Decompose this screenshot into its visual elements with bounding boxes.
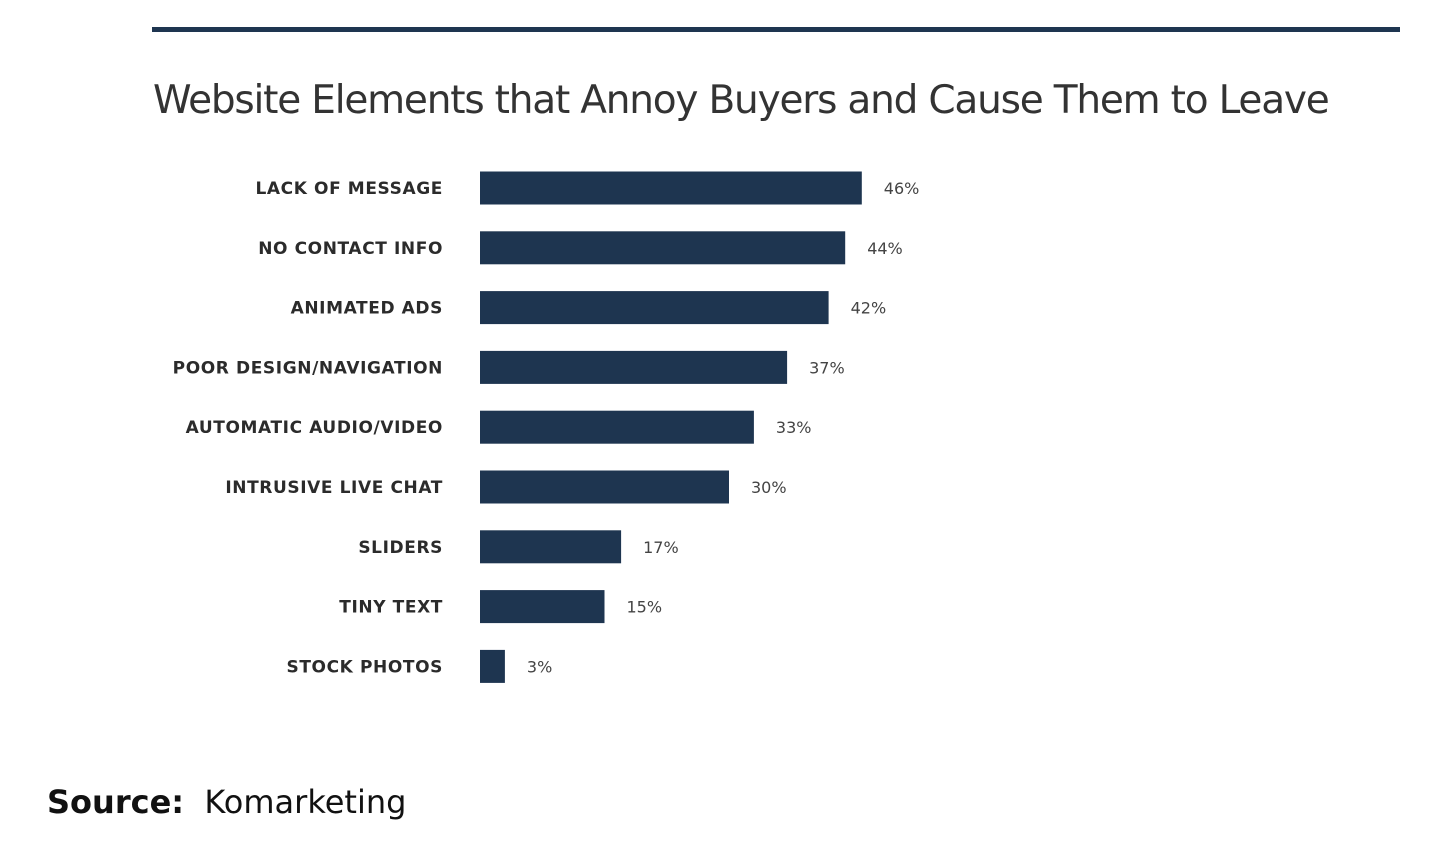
category-label: POOR DESIGN/NAVIGATION <box>173 358 443 378</box>
bar <box>480 171 862 205</box>
value-label: 30% <box>751 478 787 497</box>
value-label: 37% <box>809 358 845 377</box>
category-label: LACK OF MESSAGE <box>255 179 443 199</box>
category-label: STOCK PHOTOS <box>287 657 444 677</box>
source-value: Komarketing <box>204 783 407 821</box>
top-rule <box>152 27 1400 32</box>
value-label: 33% <box>776 418 812 437</box>
category-label: INTRUSIVE LIVE CHAT <box>225 478 443 498</box>
source-label: Source: <box>47 783 185 821</box>
category-label: NO CONTACT INFO <box>258 239 443 259</box>
chart-title: Website Elements that Annoy Buyers and C… <box>153 78 1330 123</box>
value-label: 42% <box>851 299 887 318</box>
source-line: Source: Komarketing <box>47 783 406 821</box>
value-label: 17% <box>643 538 679 557</box>
bar <box>480 231 846 265</box>
value-label: 15% <box>627 598 663 617</box>
bar <box>480 350 788 384</box>
value-label: 46% <box>884 179 920 198</box>
bar <box>480 470 729 504</box>
category-label: ANIMATED ADS <box>291 299 443 319</box>
bar <box>480 291 829 325</box>
bar <box>480 649 505 683</box>
category-label: SLIDERS <box>358 538 443 558</box>
category-label: TINY TEXT <box>339 598 443 618</box>
value-label: 44% <box>867 239 903 258</box>
bar <box>480 530 622 564</box>
bar <box>480 590 605 624</box>
bar <box>480 410 754 444</box>
value-label: 3% <box>527 657 552 676</box>
category-label: AUTOMATIC AUDIO/VIDEO <box>186 418 443 438</box>
bars-layer: LACK OF MESSAGE 46% NO CONTACT INFO 44% ANIM… <box>173 171 920 683</box>
